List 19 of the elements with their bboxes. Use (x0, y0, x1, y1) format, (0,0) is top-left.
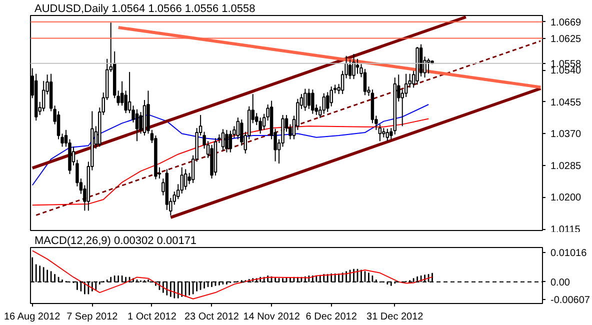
x-tick-label: 23 Oct 2012 (184, 312, 240, 322)
y-tick-label: 1.0285 (550, 160, 582, 172)
x-tick-label: 14 Nov 2012 (243, 312, 300, 322)
x-tick-label: 31 Dec 2012 (366, 312, 424, 322)
y-tick-label: 1.0200 (550, 192, 582, 204)
y-tick-label: 1.0370 (550, 129, 582, 140)
x-tick-label: 7 Sep 2012 (66, 312, 118, 322)
x-tick-label: 6 Dec 2012 (306, 312, 358, 322)
ref-line-label: 1.0625 (550, 34, 582, 45)
ref-line-label: 1.0669 (550, 17, 582, 28)
y-tick-label: 1.0540 (550, 66, 582, 77)
y-tick-label: 1.0455 (550, 97, 582, 108)
chart-title: MACD(12,26,9) 0.00302 0.00171 (34, 235, 197, 247)
y-tick-label: 0.00 (550, 277, 570, 288)
chart-title: AUDUSD,Daily 1.0564 1.0566 1.0556 1.0558 (34, 3, 256, 15)
y-tick-label: 0.01016 (550, 248, 588, 260)
y-tick-label: -0.00607 (550, 294, 590, 306)
x-tick-label: 1 Oct 2012 (128, 312, 177, 322)
x-tick-label: 16 Aug 2012 (4, 312, 61, 322)
